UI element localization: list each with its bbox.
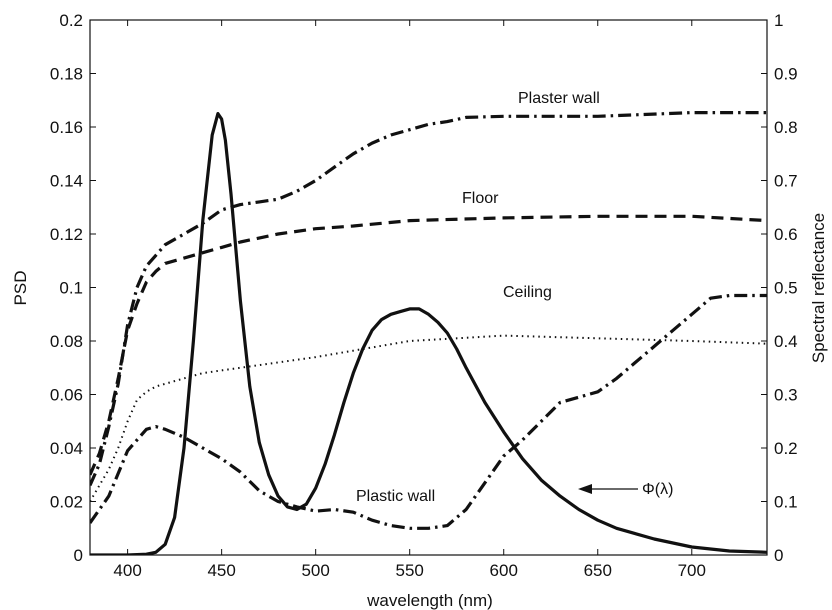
y-right-tick-label: 1 bbox=[774, 11, 783, 30]
series-line-ceiling bbox=[90, 334, 767, 503]
y-left-tick-label: 0.14 bbox=[50, 172, 83, 191]
y-right-tick-label: 0 bbox=[774, 546, 783, 565]
y-left-tick-label: 0.06 bbox=[50, 386, 83, 405]
ticks-layer: 400 450 500 550 600 650 700 0 0.02 0.04 0.06 0.08 0.… bbox=[50, 11, 798, 580]
y-right-tick-label: 0.9 bbox=[774, 65, 798, 84]
y-left-tick-label: 0.12 bbox=[50, 225, 83, 244]
y-right-tick-label: 0.5 bbox=[774, 279, 798, 298]
x-axis-title: wavelength (nm) bbox=[366, 591, 493, 610]
annotation-plastic-wall: Plastic wall bbox=[356, 488, 435, 505]
annotation-phi: Φ(λ) bbox=[642, 481, 673, 498]
y-left-tick-label: 0.1 bbox=[59, 279, 83, 298]
x-tick-label: 650 bbox=[584, 561, 612, 580]
y-axis-right-title: Spectral reflectance bbox=[809, 213, 828, 363]
y-right-tick-label: 0.2 bbox=[774, 439, 798, 458]
y-axis-left-title: PSD bbox=[11, 271, 30, 306]
y-left-tick-label: 0.08 bbox=[50, 332, 83, 351]
x-tick-label: 500 bbox=[301, 561, 329, 580]
y-right-tick-label: 0.3 bbox=[774, 386, 798, 405]
annotation-floor: Floor bbox=[462, 190, 499, 207]
y-left-tick-label: 0.18 bbox=[50, 65, 83, 84]
y-right-tick-label: 0.1 bbox=[774, 493, 798, 512]
y-right-tick-label: 0.6 bbox=[774, 225, 798, 244]
y-right-tick-label: 0.4 bbox=[774, 332, 798, 351]
annotation-plaster-wall: Plaster wall bbox=[518, 90, 600, 107]
y-left-tick-label: 0.16 bbox=[50, 118, 83, 137]
y-right-tick-label: 0.8 bbox=[774, 118, 798, 137]
x-tick-label: 550 bbox=[396, 561, 424, 580]
x-tick-label: 400 bbox=[113, 561, 141, 580]
x-tick-label: 450 bbox=[207, 561, 235, 580]
y-left-tick-label: 0.02 bbox=[50, 493, 83, 512]
series-line-plastic-wall bbox=[90, 293, 767, 530]
plot-area bbox=[89, 19, 768, 556]
series-layer bbox=[90, 111, 767, 555]
plot-frame bbox=[89, 19, 768, 556]
y-right-tick-label: 0.7 bbox=[774, 172, 798, 191]
annotation-arrow bbox=[578, 484, 638, 494]
annotation-ceiling: Ceiling bbox=[503, 284, 552, 301]
series-line-floor bbox=[90, 214, 767, 476]
x-tick-label: 600 bbox=[490, 561, 518, 580]
series-line-plaster-wall bbox=[90, 111, 767, 487]
y-left-tick-label: 0.2 bbox=[59, 11, 83, 30]
y-left-tick-label: 0 bbox=[74, 546, 83, 565]
x-tick-label: 700 bbox=[678, 561, 706, 580]
series-line-series-0 bbox=[90, 112, 767, 555]
y-left-tick-label: 0.04 bbox=[50, 439, 83, 458]
